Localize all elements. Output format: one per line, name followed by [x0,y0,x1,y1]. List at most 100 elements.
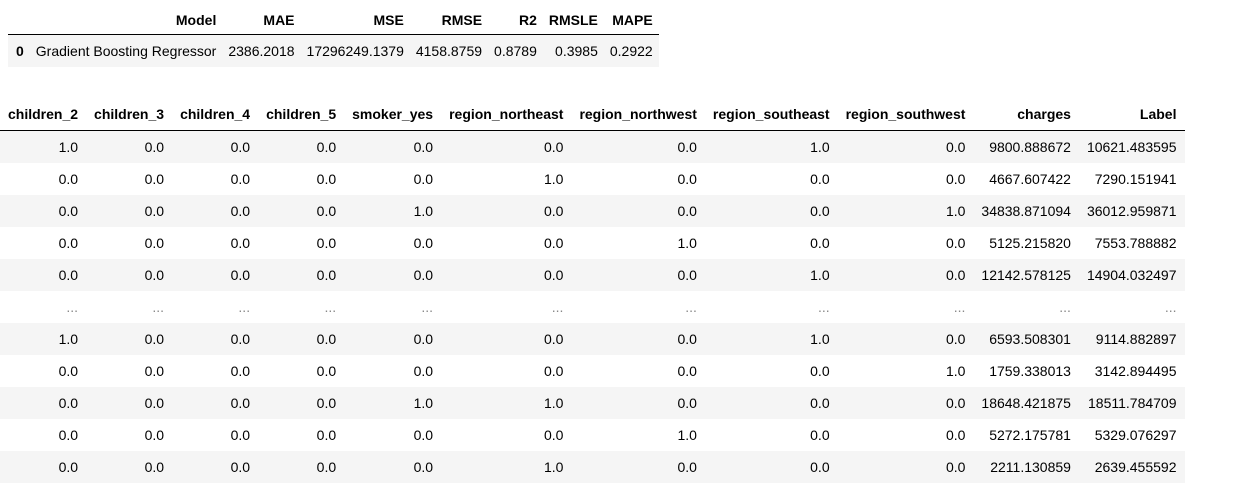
table-cell: 0.0 [704,387,838,419]
table-cell: 0.0 [441,195,572,227]
metrics-cell-model: Gradient Boosting Regressor [29,34,223,67]
table-cell: 1.0 [0,323,87,355]
table-cell: 36012.959871 [1078,195,1185,227]
table-cell: 34838.871094 [973,195,1079,227]
column-header-smoker-yes: smoker_yes [344,98,442,131]
table-row: 0.0 0.0 0.0 0.0 0.0 0.0 0.0 1.0 0.0 12142.578125 1… [0,259,1185,291]
table-cell: 0.0 [144,363,165,379]
table-cell: ... [238,299,251,315]
table-row: 0.0 0.0 0.0 0.0 0.0 0.0 0.0 0.0 1.0 1759.338013 31… [0,355,1185,387]
table-cell: 0.0 [571,195,705,227]
table-cell: 5272.175781 [989,427,1071,443]
table-cell: 0.0 [230,363,251,379]
table-cell: 0.0 [413,171,434,187]
table-cell: ... [817,299,830,315]
column-header-label: Label [1078,98,1185,131]
table-cell: 0.0 [172,259,259,291]
table-cell: 0.0 [86,130,173,163]
table-cell: 1.0 [344,195,442,227]
table-cell: 0.0 [441,130,572,163]
table-cell: ... [421,299,434,315]
metrics-cell-rmsle: 0.3985 [542,34,604,67]
table-cell: ... [66,299,79,315]
table-cell: 0.0 [0,451,87,483]
table-cell: 0.0 [86,451,173,483]
table-cell: ... [324,299,337,315]
column-header-children-2: children_2 [0,98,87,131]
table-row: 1.0 0.0 0.0 0.0 0.0 0.0 0.0 1.0 0.0 6593.508301 91… [0,323,1185,355]
table-row: 1.0 0.0 0.0 0.0 0.0 0.0 0.0 1.0 0.0 9800.888672 10… [0,130,1185,163]
table-cell: 0.0 [571,451,705,483]
metrics-header-row: Model MAE MSE RMSE R2 RMSLE MAPE [8,6,659,35]
table-cell: 0.0 [172,130,259,163]
table-cell: 0.0 [837,130,974,163]
table-cell: 5329.076297 [1094,427,1177,443]
metrics-header-mae: MAE [222,6,301,35]
table-cell: 0.0 [230,171,251,187]
table-cell: 0.0 [677,363,697,379]
table-cell: 1.0 [344,387,442,419]
table-cell: 0.0 [0,387,87,419]
table-cell: 0.0 [316,171,337,187]
table-cell: 0.0 [0,259,87,291]
table-cell: 1.0 [704,323,838,355]
table-cell: 1.0 [704,130,838,163]
table-cell: 0.0 [86,259,173,291]
metrics-header-r2: R2 [488,6,543,35]
table-cell: 0.0 [58,235,79,251]
table-cell: ... [152,299,165,315]
table-cell: ... [685,299,697,315]
table-cell: 0.0 [441,323,572,355]
table-cell: 1.0 [677,235,697,251]
table-cell: 0.0 [344,323,442,355]
ellipsis-row: ................................. [0,291,1185,323]
table-cell: 0.0 [258,387,345,419]
table-cell: 0.0 [413,363,434,379]
table-row: 0.0 0.0 0.0 0.0 1.0 1.0 0.0 0.0 0.0 18648.421875 1… [0,387,1185,419]
table-cell: 0.0 [571,323,705,355]
table-cell: 4667.607422 [989,171,1071,187]
metrics-row: 0 Gradient Boosting Regressor 2386.2018 … [8,34,659,67]
table-cell: 0.0 [344,451,442,483]
metrics-cell-mse: 17296249.1379 [300,34,410,67]
table-cell: 0.0 [837,259,974,291]
table-cell: 1.0 [677,427,697,443]
table-cell: 0.0 [677,171,697,187]
metrics-row-index: 0 [8,34,30,67]
table-cell: 9800.888672 [973,130,1079,163]
column-header-children-4: children_4 [172,98,259,131]
table-row: 0.0 0.0 0.0 0.0 0.0 1.0 0.0 0.0 0.0 2211.130859 26… [0,451,1185,483]
table-cell: 10621.483595 [1078,130,1185,163]
table-cell: ... [953,299,966,315]
table-cell: 0.0 [571,130,705,163]
table-cell: 0.0 [543,235,564,251]
table-cell: 7553.788882 [1094,235,1177,251]
table-cell: 0.0 [344,130,442,163]
table-cell: 2211.130859 [973,451,1079,483]
table-cell: 0.0 [810,427,830,443]
table-cell: 0.0 [543,427,564,443]
table-cell: 2639.455592 [1078,451,1185,483]
table-row: 0.0 0.0 0.0 0.0 1.0 0.0 0.0 0.0 1.0 34838.871094 3… [0,195,1185,227]
table-cell: 6593.508301 [973,323,1079,355]
table-cell: 0.0 [58,363,79,379]
table-cell: 0.0 [543,363,564,379]
metrics-index-header [8,6,30,35]
table-cell: 0.0 [945,171,966,187]
table-cell: 1759.338013 [989,363,1071,379]
table-cell: 18648.421875 [973,387,1079,419]
table-cell: 0.0 [258,451,345,483]
table-cell: 0.0 [945,235,966,251]
metrics-header-mse: MSE [300,6,410,35]
table-cell: 0.0 [571,387,705,419]
table-cell: 0.0 [86,195,173,227]
table-cell: 0.0 [144,427,165,443]
table-cell: 0.0 [316,235,337,251]
metrics-header-rmsle: RMSLE [542,6,604,35]
table-cell: 0.0 [837,451,974,483]
table-cell: 1.0 [441,387,572,419]
table-cell: 0.0 [704,195,838,227]
table-cell: 7290.151941 [1094,171,1177,187]
table-cell: 0.0 [258,130,345,163]
table-cell: 0.0 [144,171,165,187]
